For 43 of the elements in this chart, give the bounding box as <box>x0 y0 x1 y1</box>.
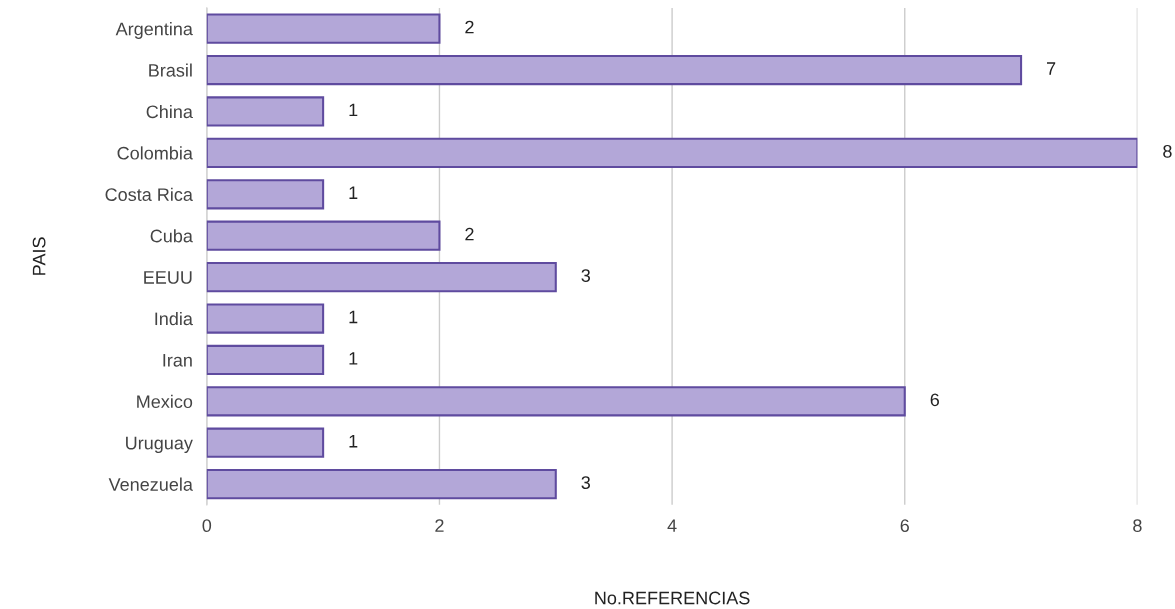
y-tick-label: Costa Rica <box>105 187 193 201</box>
bar <box>206 386 906 417</box>
y-tick-label: Colombia <box>117 146 193 160</box>
x-tick-label: 8 <box>1133 519 1142 533</box>
y-tick-label: Uruguay <box>126 436 193 454</box>
bar <box>206 344 325 376</box>
bar <box>206 220 441 251</box>
bar <box>206 137 1138 168</box>
bar <box>206 427 325 458</box>
x-axis-title: No.REFERENCIAS <box>595 591 750 605</box>
data-label: 2 <box>465 20 474 34</box>
x-tick-label: 0 <box>202 519 212 533</box>
data-label: 1 <box>349 186 358 199</box>
x-tick-label: 4 <box>667 519 677 532</box>
x-tick-label: 6 <box>900 519 909 533</box>
bar <box>206 54 1023 86</box>
bar <box>206 96 325 127</box>
y-tick-label: Iran <box>163 354 192 367</box>
y-tick-label: Brasil <box>149 63 192 77</box>
data-label: 1 <box>349 103 358 117</box>
data-label: 8 <box>1163 144 1172 158</box>
bar <box>206 179 325 210</box>
bar <box>206 469 557 500</box>
data-label: 1 <box>349 434 358 448</box>
data-label: 6 <box>930 393 939 407</box>
y-tick-label: Venezuela <box>108 477 193 491</box>
data-label: 7 <box>1047 62 1056 75</box>
data-label: 3 <box>581 269 591 282</box>
y-axis-title: PAIS <box>32 237 46 275</box>
y-tick-label: Cuba <box>150 229 193 243</box>
data-label: 1 <box>349 352 358 365</box>
y-tick-label: Argentina <box>115 22 193 39</box>
data-label: 3 <box>581 476 591 489</box>
y-tick-label: EEUU <box>144 271 192 284</box>
data-label: 2 <box>465 227 474 241</box>
bar <box>206 303 325 334</box>
bar <box>206 261 557 293</box>
data-label: 1 <box>349 310 358 324</box>
bar <box>206 13 441 44</box>
x-tick-label: 2 <box>435 519 444 532</box>
y-tick-label: India <box>155 311 193 326</box>
y-tick-label: Mexico <box>137 394 193 409</box>
y-tick-label: China <box>146 104 193 119</box>
